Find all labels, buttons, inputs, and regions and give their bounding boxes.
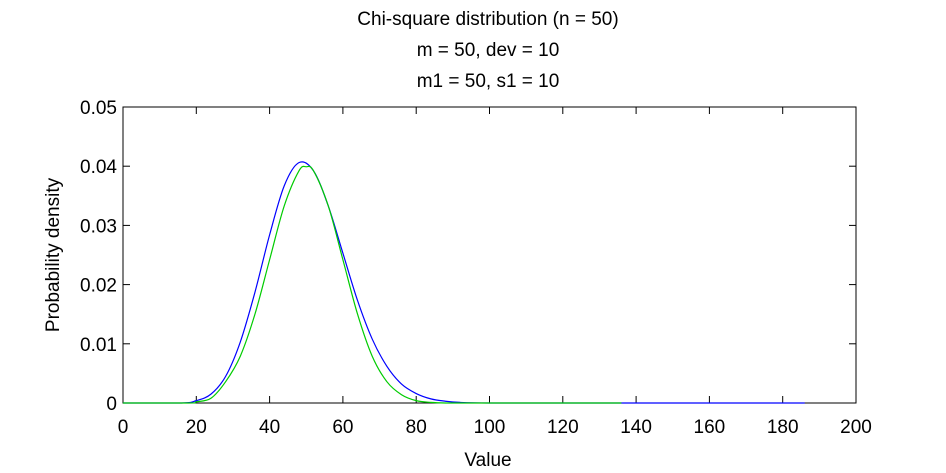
y-axis-ticks: 0 0.01 0.02 0.03 0.04 0.05 (80, 98, 856, 415)
x-tick-label: 100 (474, 417, 506, 438)
y-tick-label: 0.01 (80, 335, 117, 356)
x-tick-label: 20 (186, 417, 207, 438)
chart-title-line-3: m1 = 50, s1 = 10 (417, 71, 560, 92)
y-axis-label: Probability density (43, 177, 64, 332)
x-tick-label: 60 (332, 417, 353, 438)
x-axis-ticks: 0 20 40 60 80 100 120 140 160 180 200 (118, 107, 872, 438)
x-axis-label: Value (464, 450, 511, 471)
x-tick-label: 160 (694, 417, 726, 438)
y-tick-label: 0.04 (80, 157, 117, 178)
x-tick-label: 40 (259, 417, 280, 438)
x-tick-label: 120 (547, 417, 579, 438)
x-tick-label: 180 (767, 417, 799, 438)
x-tick-label: 200 (840, 417, 872, 438)
y-tick-label: 0 (106, 394, 117, 415)
chart-title-line-2: m = 50, dev = 10 (417, 40, 560, 61)
x-tick-label: 140 (620, 417, 652, 438)
x-tick-label: 0 (118, 417, 129, 438)
chart-title-line-1: Chi-square distribution (n = 50) (357, 9, 618, 30)
x-tick-label: 80 (406, 417, 427, 438)
series-line-2 (123, 165, 622, 404)
y-tick-label: 0.03 (80, 216, 117, 237)
series-layer (123, 161, 805, 404)
plot-area-frame (122, 106, 857, 404)
y-tick-label: 0.05 (80, 98, 117, 119)
y-tick-label: 0.02 (80, 276, 117, 297)
